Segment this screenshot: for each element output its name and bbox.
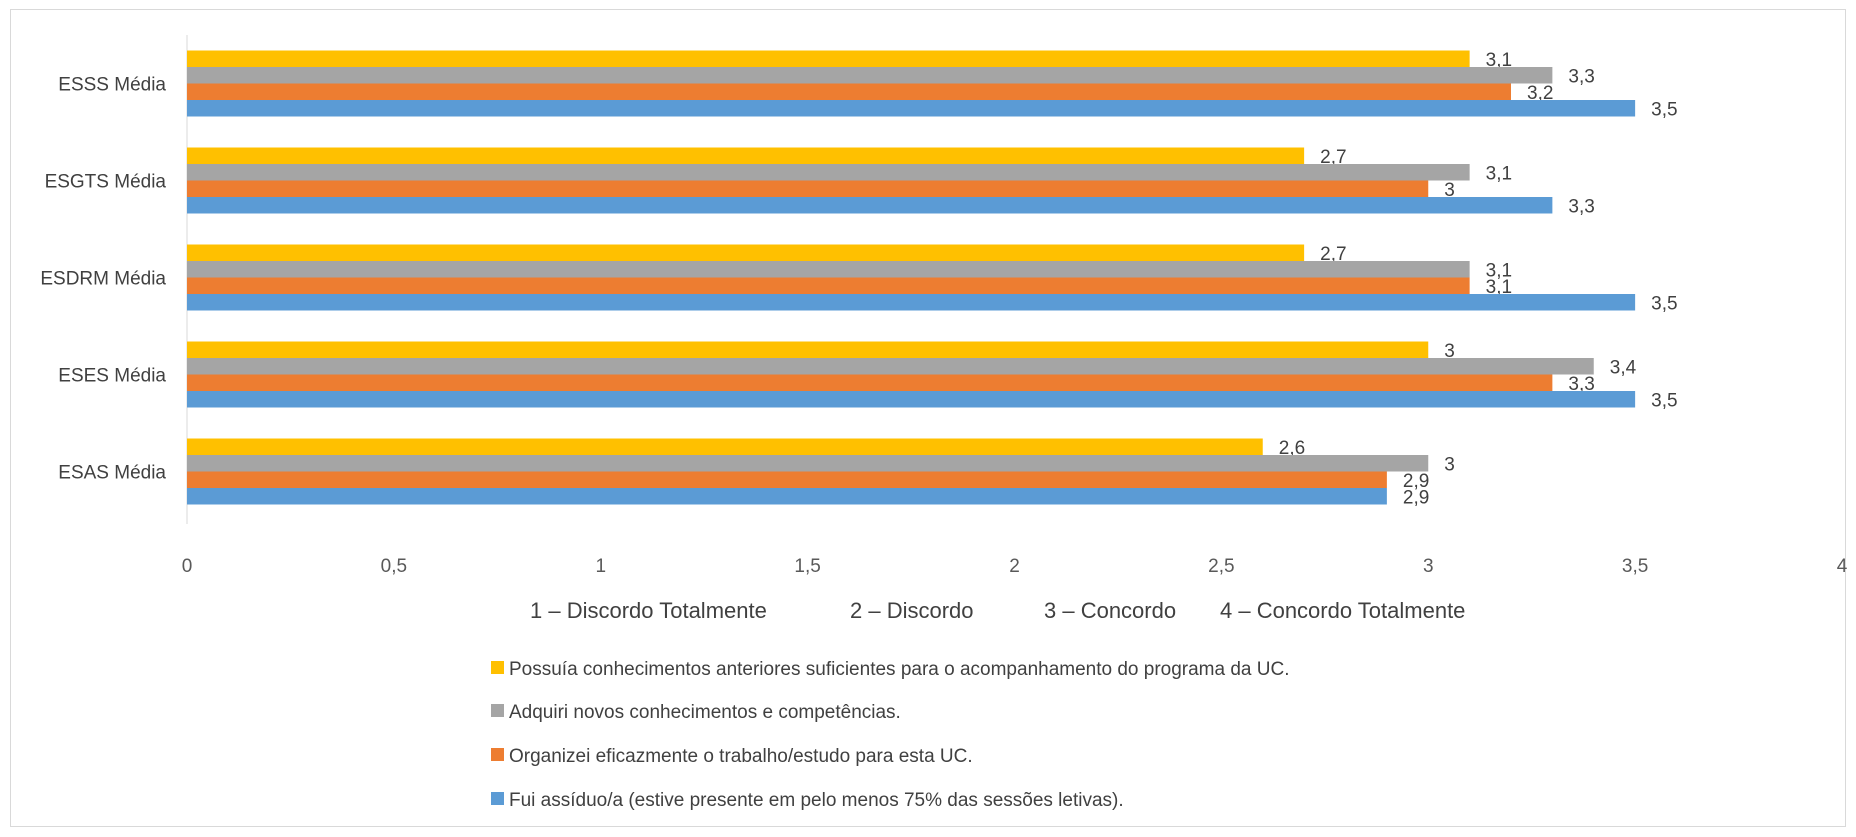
legend-swatch <box>491 704 504 717</box>
bar <box>187 100 1636 117</box>
bar <box>187 488 1387 505</box>
legend-swatch <box>491 661 504 674</box>
data-label: 3 <box>1444 180 1455 201</box>
data-label: 3 <box>1444 341 1455 362</box>
bar <box>187 261 1470 278</box>
scale-note-item: 2 – Discordo <box>850 598 974 623</box>
data-label: 3,1 <box>1486 277 1512 298</box>
scale-note-item: 4 – Concordo Totalmente <box>1220 598 1465 623</box>
data-label: 2,7 <box>1320 244 1346 265</box>
bar <box>187 147 1305 164</box>
bar <box>187 197 1553 214</box>
data-label: 2,6 <box>1279 438 1305 459</box>
data-label: 3,4 <box>1610 357 1637 378</box>
category-label: ESDRM Média <box>40 269 166 290</box>
scale-note-item: 3 – Concordo <box>1044 598 1176 623</box>
data-label: 3,3 <box>1568 66 1594 87</box>
bar <box>187 180 1429 197</box>
scale-note-item: 1 – Discordo Totalmente <box>530 598 767 623</box>
bar <box>187 294 1636 311</box>
bar <box>187 374 1553 391</box>
x-tick-label: 2,5 <box>1208 556 1234 577</box>
data-label: 3,5 <box>1651 293 1677 314</box>
bar <box>187 471 1387 488</box>
bar <box>187 83 1511 100</box>
data-label: 2,7 <box>1320 147 1346 168</box>
data-label: 3,5 <box>1651 99 1677 120</box>
legend-swatch <box>491 748 504 761</box>
x-tick-label: 0,5 <box>381 556 407 577</box>
data-label: 3,1 <box>1486 163 1512 184</box>
data-label: 3,2 <box>1527 83 1553 104</box>
category-label: ESGTS Média <box>45 172 167 193</box>
bar <box>187 358 1594 375</box>
chart-area <box>10 9 1846 827</box>
bar <box>187 455 1429 472</box>
legend-swatch <box>491 792 504 805</box>
legend-label: Organizei eficazmente o trabalho/estudo … <box>509 746 973 767</box>
x-tick-label: 1,5 <box>794 556 820 577</box>
data-label: 3 <box>1444 454 1455 475</box>
data-label: 3,3 <box>1568 374 1594 395</box>
data-label: 2,9 <box>1403 471 1429 492</box>
bar <box>187 391 1636 408</box>
data-label: 3,1 <box>1486 260 1512 281</box>
legend-label: Possuía conhecimentos anteriores suficie… <box>509 659 1290 680</box>
bar <box>187 67 1553 84</box>
data-label: 2,9 <box>1403 487 1429 508</box>
x-tick-label: 0 <box>182 556 193 577</box>
legend-label: Adquiri novos conhecimentos e competênci… <box>509 702 901 723</box>
x-tick-label: 4 <box>1837 556 1848 577</box>
category-label: ESES Média <box>58 366 166 387</box>
x-tick-label: 3,5 <box>1622 556 1648 577</box>
data-label: 3,5 <box>1651 390 1677 411</box>
bar <box>187 50 1470 67</box>
bar <box>187 164 1470 181</box>
bar <box>187 341 1429 358</box>
x-tick-label: 2 <box>1009 556 1020 577</box>
legend-label: Fui assíduo/a (estive presente em pelo m… <box>509 790 1124 811</box>
category-label: ESAS Média <box>58 463 166 484</box>
bar <box>187 277 1470 294</box>
category-label: ESSS Média <box>58 75 166 96</box>
bar <box>187 244 1305 261</box>
bar <box>187 438 1263 455</box>
x-tick-label: 1 <box>595 556 606 577</box>
data-label: 3,1 <box>1486 50 1512 71</box>
data-label: 3,3 <box>1568 196 1594 217</box>
x-tick-label: 3 <box>1423 556 1434 577</box>
